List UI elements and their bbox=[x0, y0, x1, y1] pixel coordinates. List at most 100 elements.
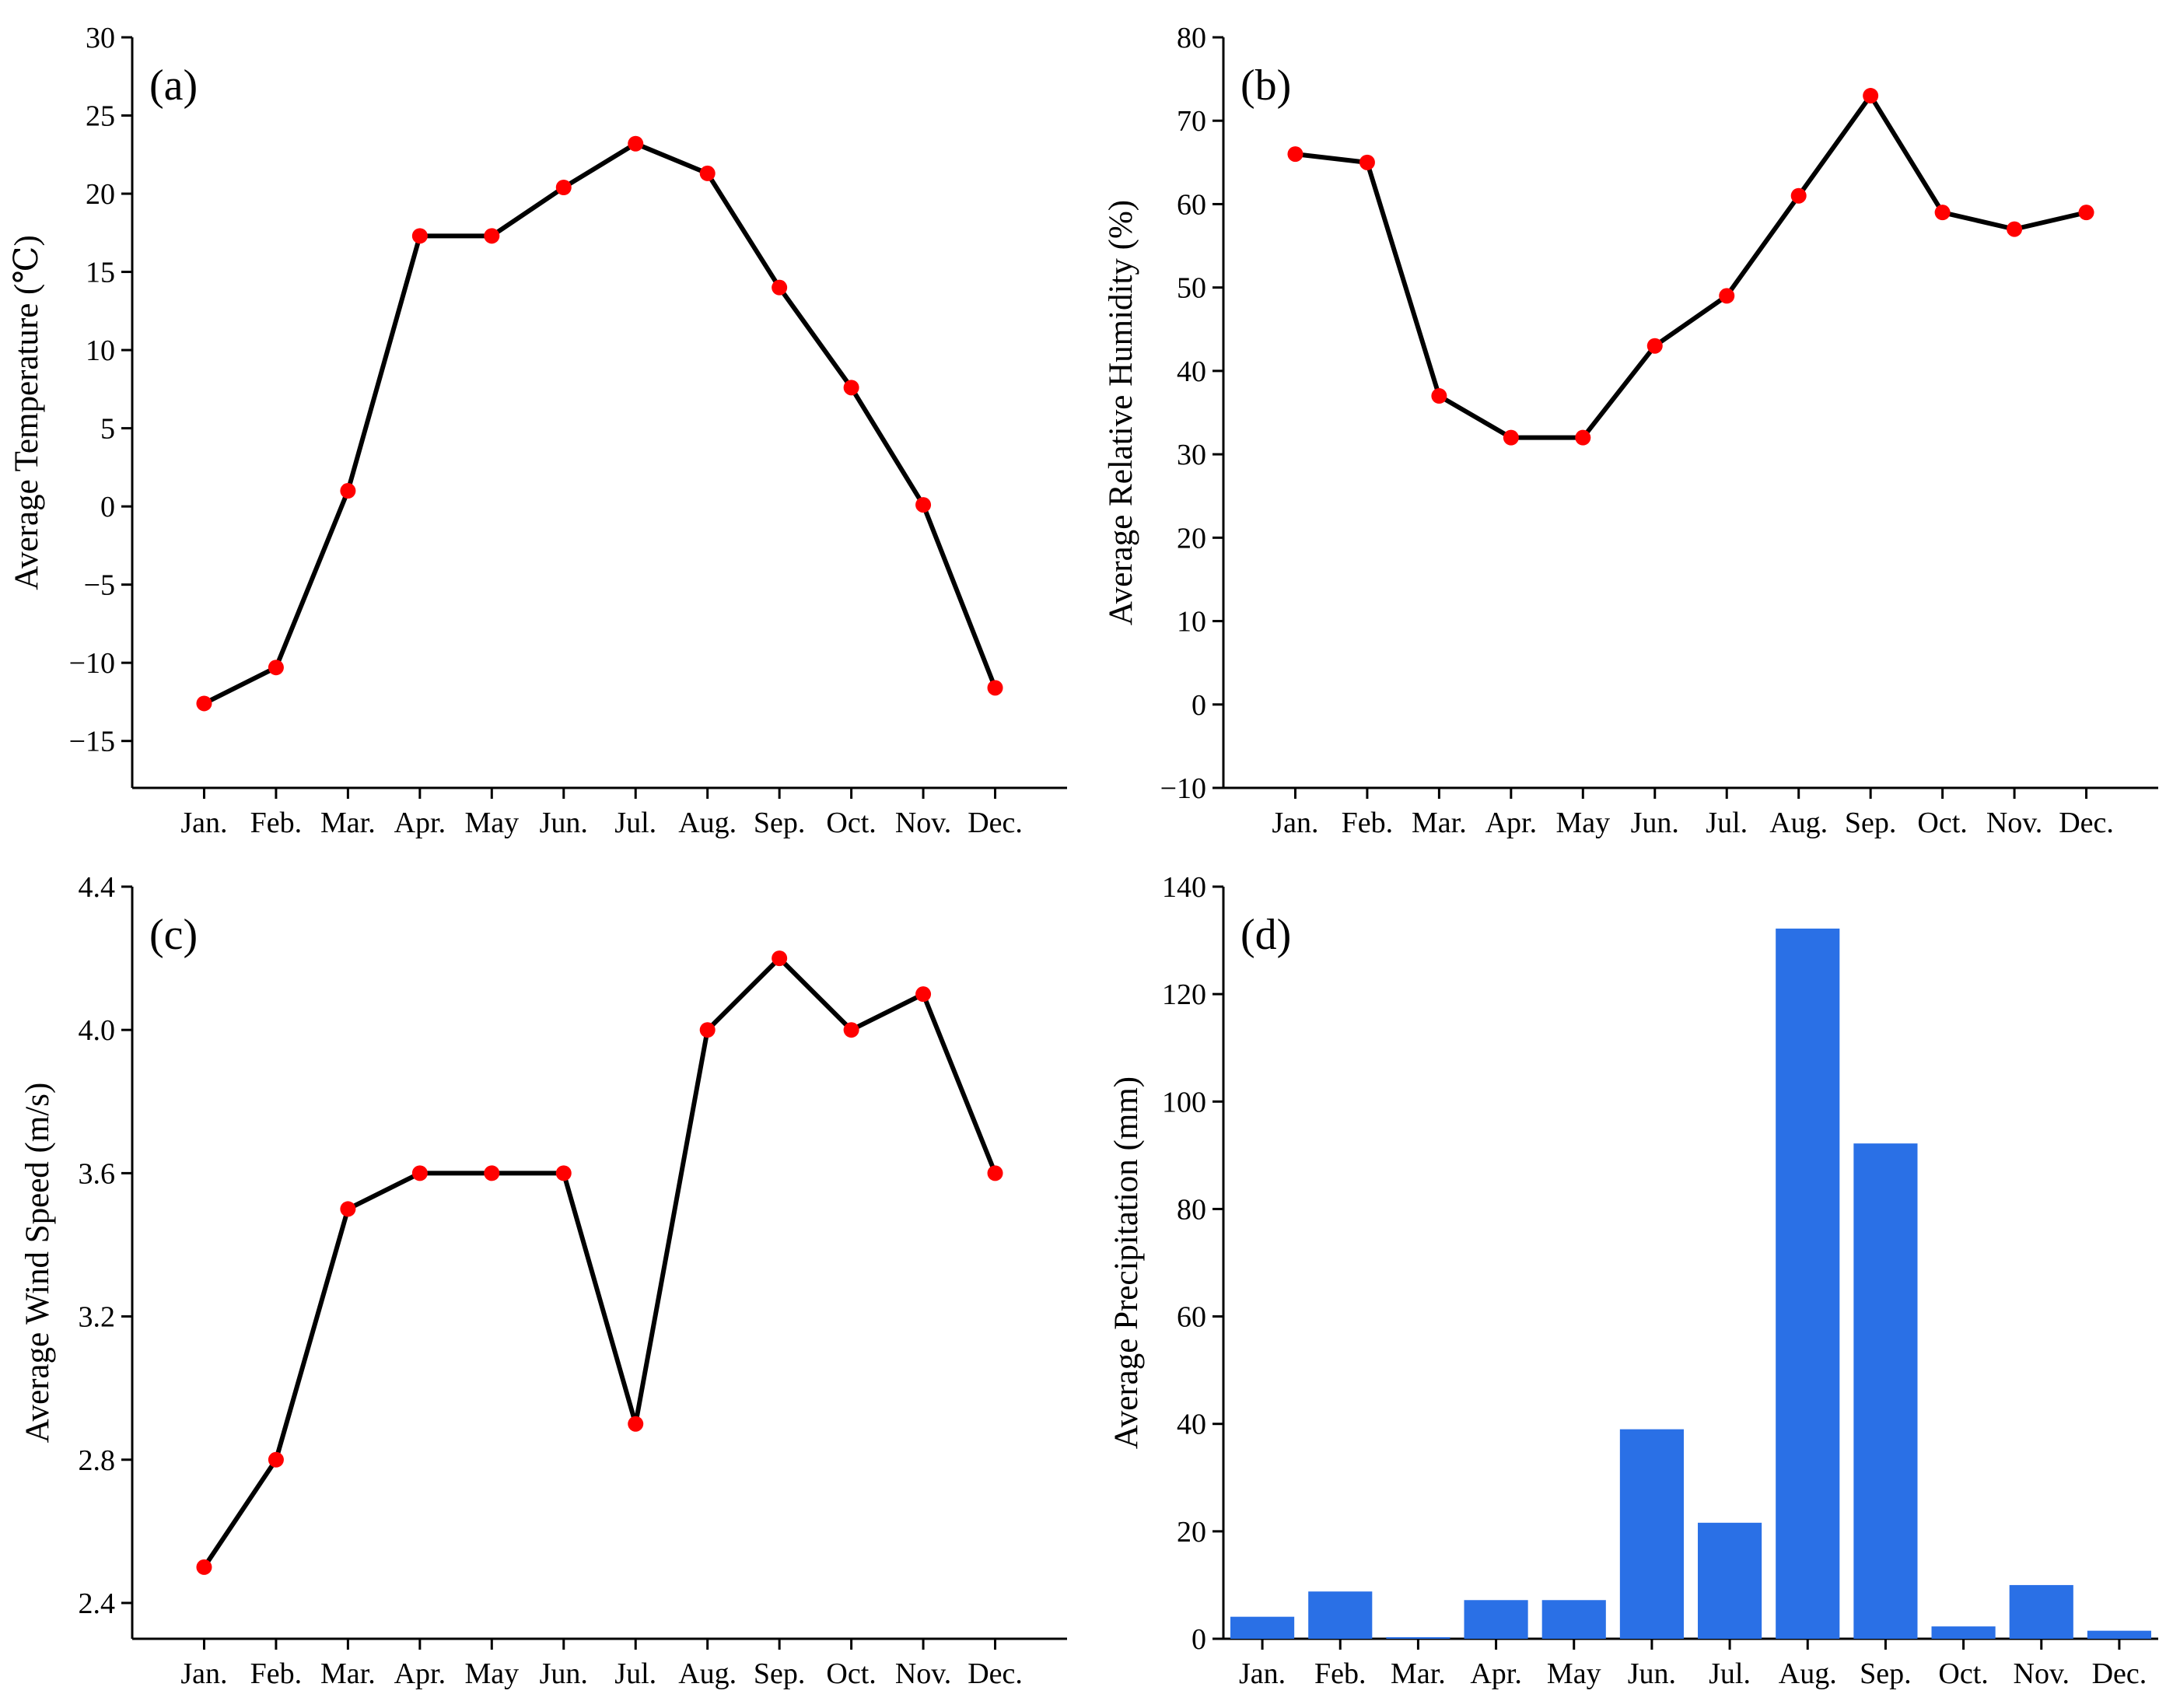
x-tick-label-c: Sep. bbox=[754, 1657, 806, 1690]
x-tick-label-d: Feb. bbox=[1314, 1657, 1366, 1690]
point-b-11 bbox=[2007, 221, 2023, 237]
bar-d-6 bbox=[1619, 1429, 1684, 1639]
y-axis-title-a: Average Temperature (℃) bbox=[9, 235, 45, 590]
x-tick-label-a: Apr. bbox=[394, 807, 446, 839]
x-tick-label-b: Mar. bbox=[1412, 807, 1467, 839]
x-tick-label-a: Jan. bbox=[180, 807, 227, 839]
panel-c: 2.4 2.8 3.2 3.6 4.0 4.4 Jan. Feb. Mar. Apr. May Jun… bbox=[19, 871, 1067, 1690]
panel-d: 0 20 40 60 80 100 120 140 Jan. Feb. Mar. Apr. May Jun… bbox=[1108, 871, 2158, 1690]
y-tick-label-b: −10 bbox=[1160, 772, 1206, 805]
x-tick-label-d: Sep. bbox=[1860, 1657, 1912, 1690]
x-tick-label-a: Feb. bbox=[250, 807, 303, 839]
point-a-7 bbox=[628, 135, 644, 152]
bar-d-1 bbox=[1230, 1616, 1295, 1639]
y-tick-label-d: 40 bbox=[1177, 1409, 1206, 1441]
point-c-9 bbox=[772, 950, 788, 967]
y-tick-label-a: 10 bbox=[86, 334, 115, 367]
point-a-11 bbox=[915, 497, 932, 513]
bar-d-3 bbox=[1386, 1636, 1450, 1639]
y-tick-label-b: 60 bbox=[1177, 188, 1206, 221]
y-tick-label-c: 2.8 bbox=[79, 1444, 116, 1477]
x-tick-label-b: Jul. bbox=[1706, 807, 1748, 839]
y-axis-title-d: Average Precipitation (mm) bbox=[1108, 1076, 1145, 1449]
point-b-4 bbox=[1503, 429, 1519, 446]
x-tick-label-d: Oct. bbox=[1938, 1657, 1988, 1690]
x-tick-label-b: Dec. bbox=[2059, 807, 2114, 839]
y-tick-label-c: 3.6 bbox=[79, 1157, 116, 1190]
series-line-b bbox=[1295, 93, 2087, 440]
x-tick-label-b: Apr. bbox=[1485, 807, 1538, 839]
x-tick-label-a: Mar. bbox=[320, 807, 376, 839]
x-tick-label-c: Jan. bbox=[180, 1657, 227, 1690]
point-a-9 bbox=[772, 279, 788, 296]
y-tick-label-a: 30 bbox=[86, 22, 115, 54]
point-a-5 bbox=[484, 228, 500, 244]
x-tick-label-c: Feb. bbox=[250, 1657, 303, 1690]
x-tick-label-a: Dec. bbox=[968, 807, 1023, 839]
y-tick-label-b: 10 bbox=[1177, 606, 1206, 639]
x-tick-label-c: May bbox=[464, 1657, 519, 1690]
x-tick-label-c: Oct. bbox=[826, 1657, 876, 1690]
point-b-8 bbox=[1790, 187, 1807, 204]
x-tick-label-c: Mar. bbox=[320, 1657, 376, 1690]
point-a-4 bbox=[411, 228, 428, 244]
x-tick-label-b: Feb. bbox=[1342, 807, 1394, 839]
point-c-8 bbox=[699, 1022, 716, 1038]
y-tick-label-a: 25 bbox=[86, 100, 115, 133]
point-a-6 bbox=[555, 180, 572, 195]
point-b-10 bbox=[1934, 205, 1951, 221]
panel-b: −10 0 10 20 30 40 50 60 70 80 Jan. Feb. Mar. Apr. May J… bbox=[1103, 22, 2158, 839]
y-tick-label-c: 3.2 bbox=[79, 1301, 116, 1334]
x-tick-label-b: Aug. bbox=[1769, 807, 1828, 839]
y-tick-label-a: −10 bbox=[69, 647, 115, 680]
panel-label-d: (d) bbox=[1240, 911, 1291, 959]
point-a-8 bbox=[699, 165, 716, 181]
y-tick-label-d: 120 bbox=[1162, 978, 1206, 1011]
y-tick-label-b: 70 bbox=[1177, 105, 1206, 138]
y-tick-label-a: 20 bbox=[86, 178, 115, 211]
x-tick-label-d: Aug. bbox=[1779, 1657, 1837, 1690]
x-tick-label-b: Jun. bbox=[1631, 807, 1679, 839]
panel-label-b: (b) bbox=[1240, 61, 1291, 110]
bar-d-8 bbox=[1776, 928, 1840, 1639]
y-tick-label-b: 40 bbox=[1177, 355, 1206, 388]
x-tick-label-a: Jul. bbox=[614, 807, 656, 839]
panel-label-a: (a) bbox=[149, 61, 198, 110]
point-c-6 bbox=[555, 1165, 572, 1181]
point-b-2 bbox=[1359, 154, 1375, 170]
x-tick-label-a: May bbox=[464, 807, 519, 839]
point-c-12 bbox=[987, 1165, 1003, 1181]
x-tick-label-c: Jun. bbox=[540, 1657, 588, 1690]
y-tick-label-b: 30 bbox=[1177, 439, 1206, 471]
y-tick-label-a: 15 bbox=[86, 257, 115, 289]
y-tick-label-a: 0 bbox=[100, 491, 115, 523]
y-tick-label-a: 5 bbox=[100, 413, 115, 446]
bar-d-5 bbox=[1541, 1600, 1606, 1639]
x-tick-label-b: Oct. bbox=[1917, 807, 1967, 839]
point-b-3 bbox=[1431, 388, 1447, 404]
y-tick-label-c: 4.4 bbox=[79, 871, 116, 904]
point-a-1 bbox=[196, 695, 212, 712]
point-c-11 bbox=[915, 986, 932, 1003]
point-c-10 bbox=[843, 1022, 859, 1038]
x-tick-label-c: Jul. bbox=[614, 1657, 656, 1690]
x-tick-label-d: Jan. bbox=[1239, 1657, 1286, 1690]
point-c-2 bbox=[268, 1451, 284, 1468]
y-tick-label-c: 4.0 bbox=[79, 1014, 116, 1047]
y-tick-label-d: 20 bbox=[1177, 1516, 1206, 1549]
y-axis-title-c: Average Wind Speed (m/s) bbox=[19, 1083, 56, 1444]
x-tick-label-c: Nov. bbox=[895, 1657, 951, 1690]
bar-d-2 bbox=[1308, 1591, 1373, 1639]
y-tick-label-d: 80 bbox=[1177, 1193, 1206, 1226]
x-tick-label-d: Mar. bbox=[1391, 1657, 1446, 1690]
panel-label-c: (c) bbox=[149, 911, 198, 959]
bar-d-7 bbox=[1698, 1522, 1762, 1639]
series-line-a bbox=[203, 141, 998, 706]
point-b-6 bbox=[1646, 338, 1663, 354]
bar-d-4 bbox=[1464, 1600, 1528, 1639]
point-a-10 bbox=[843, 380, 859, 396]
panel-a: −15 −10 −5 0 5 10 15 20 25 30 Jan. Feb. Mar. Apr. May J… bbox=[9, 22, 1067, 839]
point-c-4 bbox=[411, 1165, 428, 1181]
point-a-12 bbox=[987, 680, 1003, 696]
